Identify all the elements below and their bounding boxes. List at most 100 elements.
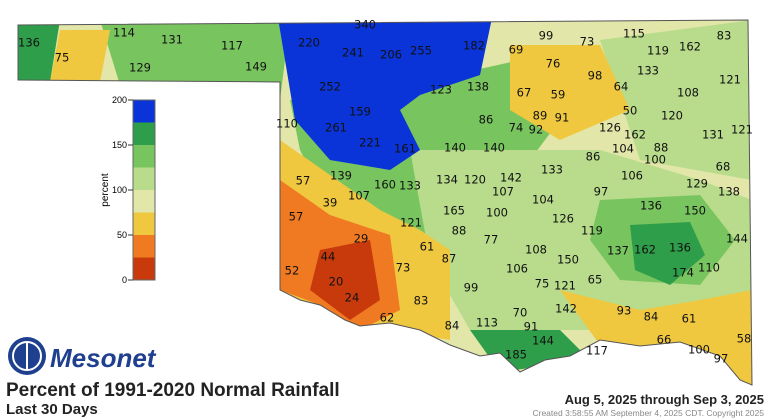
station-value: 129 — [129, 61, 151, 75]
logo: Mesonet — [8, 337, 157, 375]
station-value: 88 — [654, 141, 669, 155]
station-value: 162 — [624, 128, 646, 142]
station-value: 29 — [354, 232, 369, 246]
stations: 136 75 114 131 117 129 149 340 220 241 206 255 182 69… — [18, 18, 753, 366]
station-value: 131 — [702, 128, 724, 142]
station-value: 121 — [400, 216, 422, 230]
station-value: 89 — [533, 109, 548, 123]
legend-swatch — [133, 235, 155, 258]
station-value: 93 — [617, 304, 632, 318]
station-value: 61 — [420, 240, 435, 254]
station-value: 57 — [296, 174, 311, 188]
station-value: 142 — [500, 171, 522, 185]
station-value: 62 — [380, 311, 395, 325]
station-value: 66 — [657, 333, 672, 347]
station-value: 98 — [588, 69, 603, 83]
station-value: 133 — [541, 163, 563, 177]
station-value: 50 — [623, 104, 638, 118]
legend-swatch — [133, 257, 155, 280]
station-value: 57 — [289, 210, 304, 224]
station-value: 108 — [677, 86, 699, 100]
station-value: 136 — [640, 199, 662, 213]
station-value: 340 — [354, 18, 376, 32]
station-value: 133 — [399, 179, 421, 193]
station-value: 149 — [245, 60, 267, 74]
station-value: 159 — [349, 105, 371, 119]
station-value: 73 — [396, 261, 411, 275]
station-value: 138 — [467, 80, 489, 94]
station-value: 100 — [486, 206, 508, 220]
station-value: 133 — [637, 64, 659, 78]
station-value: 121 — [719, 73, 741, 87]
station-value: 119 — [581, 224, 603, 238]
station-value: 83 — [414, 294, 429, 308]
station-value: 86 — [586, 150, 601, 164]
created-note: Created 3:58:55 AM September 4, 2025 CDT… — [532, 408, 764, 418]
station-value: 220 — [298, 36, 320, 50]
station-value: 106 — [621, 169, 643, 183]
station-value: 120 — [464, 173, 486, 187]
station-value: 84 — [445, 319, 460, 333]
legend-tick-label: 150 — [112, 140, 127, 150]
station-value: 87 — [442, 252, 457, 266]
station-value: 144 — [532, 334, 554, 348]
station-value: 110 — [698, 261, 720, 275]
station-value: 134 — [436, 173, 458, 187]
station-value: 52 — [285, 264, 300, 278]
station-value: 140 — [444, 141, 466, 155]
legend-swatch — [133, 212, 155, 235]
station-value: 107 — [348, 189, 370, 203]
legend: 0 50 100 150 200 — [112, 95, 156, 285]
station-value: 126 — [599, 121, 621, 135]
title: Percent of 1991-2020 Normal Rainfall — [6, 380, 340, 401]
station-value: 117 — [221, 39, 243, 53]
station-value: 119 — [647, 44, 669, 58]
station-value: 20 — [329, 275, 344, 289]
station-value: 77 — [484, 233, 499, 247]
station-value: 107 — [492, 185, 514, 199]
station-value: 108 — [525, 243, 547, 257]
legend-swatch — [133, 190, 155, 213]
legend-swatch — [133, 167, 155, 190]
logo-text: Mesonet — [50, 343, 157, 373]
station-value: 73 — [580, 35, 595, 49]
station-value: 61 — [682, 312, 697, 326]
station-value: 104 — [532, 193, 554, 207]
station-value: 142 — [555, 302, 577, 316]
legend-swatch — [133, 100, 155, 123]
station-value: 131 — [161, 33, 183, 47]
date-range: Aug 5, 2025 through Sep 3, 2025 — [565, 392, 764, 407]
station-value: 182 — [463, 39, 485, 53]
station-value: 68 — [716, 160, 731, 174]
legend-tick-label: 0 — [122, 275, 127, 285]
station-value: 75 — [55, 51, 70, 65]
station-value: 160 — [374, 178, 396, 192]
station-value: 88 — [452, 224, 467, 238]
station-value: 100 — [688, 343, 710, 357]
station-value: 174 — [672, 266, 694, 280]
station-value: 126 — [552, 212, 574, 226]
station-value: 161 — [394, 142, 416, 156]
station-value: 91 — [555, 111, 570, 125]
station-value: 100 — [644, 153, 666, 167]
station-value: 136 — [669, 241, 691, 255]
station-value: 129 — [686, 177, 708, 191]
station-value: 138 — [718, 185, 740, 199]
station-value: 261 — [325, 121, 347, 135]
station-value: 136 — [18, 36, 40, 50]
station-value: 91 — [524, 320, 539, 334]
station-value: 97 — [714, 352, 729, 366]
station-value: 185 — [505, 348, 527, 362]
station-value: 97 — [594, 185, 609, 199]
subtitle: Last 30 Days — [6, 401, 98, 418]
station-value: 65 — [588, 273, 603, 287]
station-value: 150 — [684, 204, 706, 218]
station-value: 76 — [546, 57, 561, 71]
legend-tick-label: 50 — [117, 230, 127, 240]
legend-label: percent — [100, 173, 111, 207]
station-value: 86 — [479, 113, 494, 127]
station-value: 120 — [661, 109, 683, 123]
station-value: 69 — [509, 43, 524, 57]
station-value: 252 — [319, 80, 341, 94]
